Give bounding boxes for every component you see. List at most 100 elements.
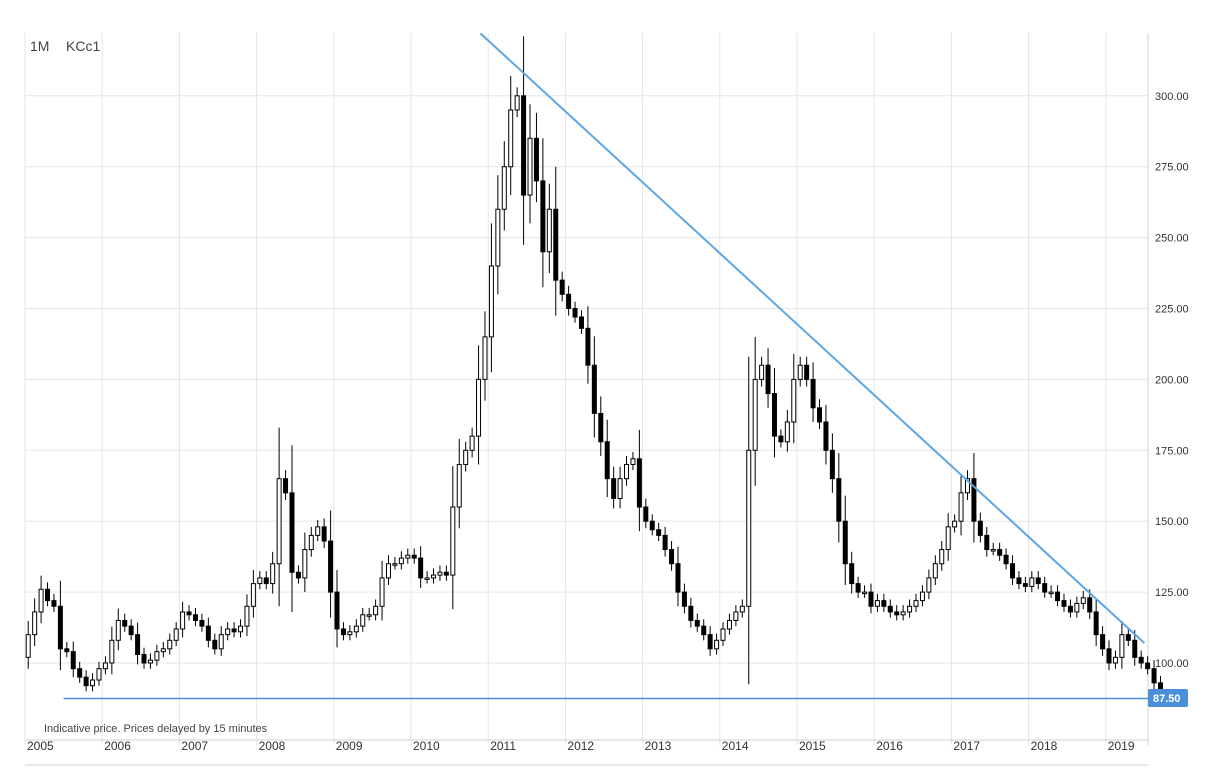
candle <box>778 429 784 448</box>
candle <box>939 541 945 571</box>
candle <box>90 673 96 692</box>
candle-body <box>302 549 308 579</box>
candle <box>701 619 707 641</box>
candle-body <box>578 316 584 329</box>
candle <box>141 647 147 669</box>
candle <box>726 613 732 635</box>
candle <box>231 622 237 638</box>
y-tick-label: 300.00 <box>1155 91 1189 103</box>
candle-body <box>675 563 681 593</box>
candle <box>984 526 990 557</box>
candle-body <box>624 463 630 480</box>
candle-body <box>662 534 668 551</box>
candle <box>900 605 906 621</box>
candle-body <box>508 109 514 168</box>
candle-body <box>681 591 687 607</box>
candle-body <box>849 563 855 585</box>
candle-body <box>283 478 289 494</box>
candle-body <box>83 676 89 687</box>
candle <box>25 621 31 669</box>
candle-body <box>431 574 437 579</box>
candle-body <box>488 265 494 338</box>
candle <box>38 575 44 624</box>
candle <box>1042 576 1048 598</box>
candle-body <box>527 137 533 196</box>
candle <box>681 583 687 614</box>
candle-body <box>964 478 970 494</box>
candle <box>431 568 437 584</box>
candle-body <box>353 625 359 633</box>
candle-body <box>791 378 797 423</box>
candle <box>488 223 494 373</box>
candle-body <box>726 619 732 630</box>
candle-body <box>746 449 752 607</box>
candle-body <box>778 435 784 443</box>
x-tick-label: 2011 <box>490 739 516 753</box>
symbol-label: KCc1 <box>66 38 100 54</box>
candle-body <box>225 628 231 636</box>
candle-body <box>1074 602 1080 613</box>
candle <box>881 593 887 612</box>
candle-body <box>450 506 456 576</box>
candle-body <box>443 571 449 576</box>
candle <box>64 642 70 658</box>
candle-body <box>1132 639 1138 658</box>
candle <box>919 585 925 607</box>
candle-body <box>572 308 578 318</box>
candle <box>443 565 449 581</box>
candle <box>270 551 276 594</box>
x-tick-label: 2007 <box>181 739 208 753</box>
candle <box>945 513 951 561</box>
candle <box>913 593 919 612</box>
candle <box>868 583 874 614</box>
candle <box>1106 640 1112 671</box>
x-tick-label: 2015 <box>799 739 826 753</box>
candle <box>1138 650 1144 669</box>
candle-body <box>482 336 488 380</box>
candle-body <box>180 611 186 630</box>
candle-body <box>598 412 604 443</box>
candle <box>263 571 269 590</box>
candle-body <box>160 648 166 653</box>
candle <box>559 271 565 302</box>
candle <box>662 526 668 557</box>
candle-body <box>1055 591 1061 602</box>
candle-body <box>733 611 739 621</box>
candle <box>205 617 211 648</box>
candles <box>25 36 1163 695</box>
candle <box>340 622 346 641</box>
candle <box>122 613 128 632</box>
candle-body <box>38 588 44 613</box>
candle <box>167 633 173 655</box>
candle-body <box>836 478 842 522</box>
candle-body <box>192 614 198 621</box>
candle-body <box>360 614 366 627</box>
candle-body <box>1125 634 1131 641</box>
candle <box>1151 660 1157 690</box>
candle <box>656 522 662 542</box>
candle <box>32 598 38 646</box>
candle-body <box>418 557 424 579</box>
candle <box>546 183 552 274</box>
candle <box>810 362 816 422</box>
candle-body <box>122 619 128 627</box>
candle-body <box>340 628 346 636</box>
candle-body <box>540 180 546 253</box>
candle-body <box>1100 634 1106 650</box>
candle-body <box>244 605 250 627</box>
candle-body <box>128 625 134 636</box>
candle-body <box>1151 668 1157 684</box>
x-tick-label: 2018 <box>1031 739 1058 753</box>
candle <box>96 661 102 686</box>
candle <box>1093 598 1099 646</box>
candle <box>643 498 649 529</box>
candle <box>328 510 334 618</box>
candle <box>694 613 700 632</box>
candle-body <box>167 639 173 650</box>
candle-body <box>939 549 945 565</box>
candle <box>379 560 385 621</box>
y-tick-label: 175.00 <box>1155 445 1189 457</box>
candle <box>566 285 572 316</box>
candle <box>1119 621 1125 669</box>
candle <box>366 607 372 621</box>
